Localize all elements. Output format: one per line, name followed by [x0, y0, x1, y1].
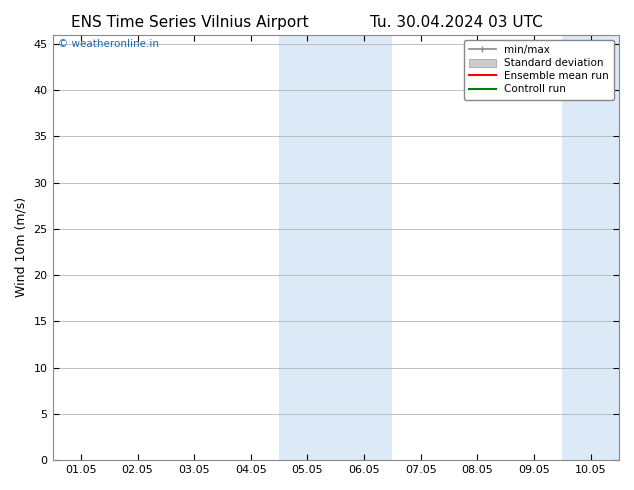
Text: Tu. 30.04.2024 03 UTC: Tu. 30.04.2024 03 UTC	[370, 15, 543, 30]
Text: © weatheronline.in: © weatheronline.in	[58, 39, 159, 49]
Bar	[336, 35, 392, 460]
Text: ENS Time Series Vilnius Airport: ENS Time Series Vilnius Airport	[72, 15, 309, 30]
Y-axis label: Wind 10m (m/s): Wind 10m (m/s)	[15, 197, 28, 297]
Legend: min/max, Standard deviation, Ensemble mean run, Controll run: min/max, Standard deviation, Ensemble me…	[464, 40, 614, 99]
Bar	[562, 35, 619, 460]
Bar	[279, 35, 336, 460]
